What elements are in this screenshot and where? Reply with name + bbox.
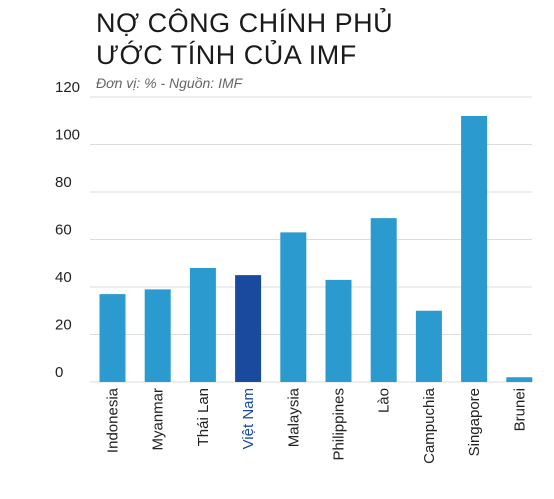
grid-lines	[90, 96, 532, 383]
x-axis-ticks: Indonesia Myanmar Thái Lan Việt Nam Malaysia…	[105, 387, 529, 464]
chart-subtitle: Đơn vị: % - Nguồn: IMF	[96, 75, 243, 91]
x-tick-label: Thái Lan	[195, 388, 212, 446]
bar	[280, 232, 307, 382]
y-axis-ticks: 0 20 40 60 80 100 120	[55, 79, 80, 381]
chart-title-line-1: NỢ CÔNG CHÍNH PHỦ	[96, 8, 394, 38]
x-tick-label: Myanmar	[150, 388, 167, 451]
y-tick-label: 60	[55, 222, 72, 239]
bar	[99, 294, 126, 382]
bar	[325, 279, 352, 382]
x-tick-label: Việt Nam	[240, 388, 257, 449]
bar	[144, 289, 171, 382]
bar	[415, 310, 442, 382]
y-tick-label: 80	[55, 174, 72, 191]
x-tick-label: Indonesia	[105, 387, 122, 453]
x-tick-label: Campuchia	[421, 387, 438, 464]
bar	[235, 275, 262, 382]
x-tick-label: Singapore	[466, 388, 483, 456]
y-tick-label: 40	[55, 269, 72, 286]
bar	[461, 116, 488, 382]
bar	[506, 377, 533, 382]
y-tick-label: 0	[55, 364, 63, 381]
bars	[99, 116, 533, 382]
chart-title-line-2: ƯỚC TÍNH CỦA IMF	[96, 40, 357, 70]
y-tick-label: 120	[55, 79, 80, 96]
y-tick-label: 20	[55, 317, 72, 334]
x-tick-label: Brunei	[511, 388, 528, 431]
bar	[370, 218, 397, 382]
x-tick-label: Malaysia	[285, 387, 302, 447]
bar	[189, 268, 216, 382]
x-tick-label: Lào	[376, 388, 393, 413]
x-tick-label: Philippines	[331, 388, 348, 461]
y-tick-label: 100	[55, 127, 80, 144]
